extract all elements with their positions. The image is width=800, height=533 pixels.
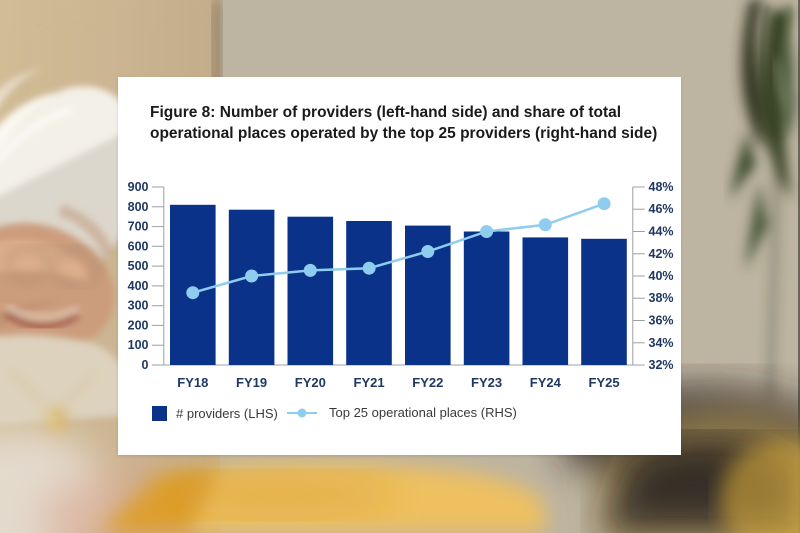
svg-text:38%: 38% [649,291,674,305]
svg-text:48%: 48% [649,180,674,194]
svg-text:32%: 32% [649,358,674,372]
svg-text:500: 500 [128,259,149,273]
svg-text:700: 700 [128,220,149,234]
svg-text:42%: 42% [649,247,674,261]
svg-text:900: 900 [128,180,149,194]
svg-text:40%: 40% [649,269,674,283]
svg-text:300: 300 [128,299,149,313]
svg-text:FY21: FY21 [354,375,385,390]
svg-text:36%: 36% [649,314,674,328]
svg-text:FY23: FY23 [471,375,502,390]
svg-text:46%: 46% [649,202,674,216]
svg-text:FY18: FY18 [177,375,208,390]
svg-text:FY22: FY22 [412,375,443,390]
svg-text:FY19: FY19 [236,375,267,390]
svg-text:600: 600 [128,239,149,253]
svg-text:44%: 44% [649,225,674,239]
svg-text:100: 100 [128,338,149,352]
svg-text:800: 800 [128,200,149,214]
svg-text:FY25: FY25 [589,375,620,390]
svg-text:FY20: FY20 [295,375,326,390]
svg-text:FY24: FY24 [530,375,562,390]
svg-text:400: 400 [128,279,149,293]
svg-text:0: 0 [142,358,149,372]
svg-text:34%: 34% [649,336,674,350]
svg-text:200: 200 [128,318,149,332]
